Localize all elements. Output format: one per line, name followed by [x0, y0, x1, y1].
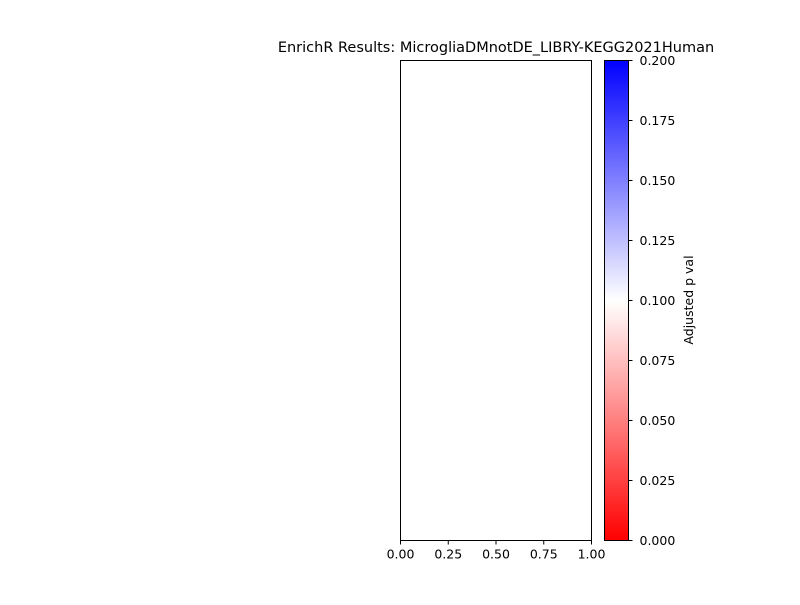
colorbar-tick-label: 0.125: [640, 233, 676, 248]
colorbar-tick-label: 0.050: [640, 413, 676, 428]
colorbar: [604, 60, 629, 541]
x-tick-label: 0.50: [482, 547, 510, 562]
colorbar-tick-label: 0.175: [640, 113, 676, 128]
colorbar-tick-label: 0.000: [640, 533, 676, 548]
colorbar-label: Adjusted p val: [681, 255, 696, 344]
x-tick-label: 0.00: [387, 547, 415, 562]
colorbar-tick-label: 0.075: [640, 353, 676, 368]
colorbar-tick-label: 0.200: [640, 53, 676, 68]
colorbar-tick-label: 0.150: [640, 173, 676, 188]
x-tick-label: 0.25: [434, 547, 462, 562]
colorbar-tick-label: 0.100: [640, 293, 676, 308]
x-tick-label: 0.75: [530, 547, 558, 562]
plot-area: [400, 60, 592, 541]
x-axis: 0.00 0.25 0.50 0.75 1.00: [387, 540, 606, 562]
x-tick-label: 1.00: [578, 547, 606, 562]
colorbar-axis: 0.000 0.025 0.050 0.075 0.100 0.125 0.150 0.175…: [628, 53, 676, 548]
colorbar-tick-label: 0.025: [640, 473, 676, 488]
chart-title: EnrichR Results: MicrogliaDMnotDE_LIBRY-…: [278, 40, 714, 56]
